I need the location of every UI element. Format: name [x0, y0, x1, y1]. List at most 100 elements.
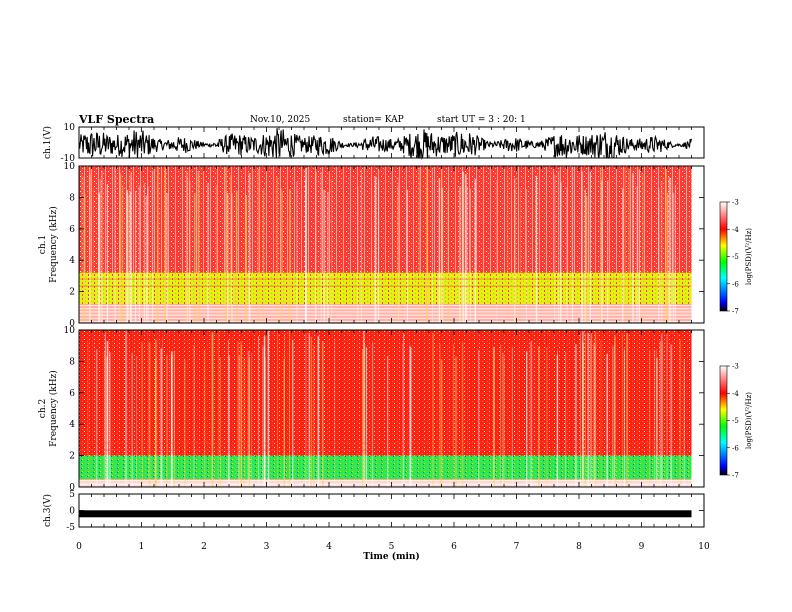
spectrogram-2-streak-83 [258, 336, 260, 487]
spectrogram-1-streak-103 [305, 168, 307, 323]
colorbar-label-1: log(PSD)(V²/Hz) [745, 228, 753, 285]
spectrogram-1-streak-83 [151, 170, 154, 323]
spectrogram-1-streak-102 [426, 166, 428, 323]
x-tick-label-6: 6 [451, 542, 457, 552]
ch1-waveform-trace [78, 128, 693, 160]
spectrogram-1-streak-111 [461, 182, 463, 323]
spectrogram-1-streak-62 [514, 189, 516, 323]
spectrogram-1-low-region [79, 304, 692, 323]
figure-title: VLF Spectra [79, 113, 155, 126]
x-tick-label-9: 9 [639, 542, 645, 552]
spectrogram-2-streak-116 [87, 340, 89, 487]
spectrogram-1-streak-94 [225, 167, 227, 323]
spectrogram-1-streak-88 [374, 176, 377, 323]
spectrogram-2-streak-85 [104, 332, 106, 487]
spectrogram-1-streak-80 [600, 168, 602, 323]
spectrogram-1-streak-57 [126, 190, 129, 323]
spectrogram-1-streak-78 [98, 193, 100, 323]
y-tick-label-2-4: 8 [69, 357, 75, 367]
spectrogram-1-streak-108 [121, 185, 124, 323]
spectrogram-1-streak-34 [215, 184, 217, 323]
y-axis-label-3-0: ch.3(V) [42, 494, 53, 527]
spectrogram-2-streak-33 [402, 343, 403, 487]
spectrogram-2-streak-47 [659, 340, 661, 487]
spectrogram-1-streak-119 [465, 173, 467, 323]
spectrogram-2-streak-48 [493, 347, 495, 487]
station-label: station= KAP [343, 115, 404, 125]
spectrogram-1-streak-18 [418, 168, 420, 323]
spectrogram-2-streak-13 [439, 343, 441, 487]
colorbar-tick-label-1-0: -3 [732, 199, 739, 207]
spectrogram-1-streak-47 [166, 193, 168, 323]
spectrogram-1-streak-42 [323, 189, 326, 323]
spectrogram-2-streak-32 [289, 330, 290, 487]
colorbar-tick-label-2-1: -4 [732, 390, 739, 398]
spectrogram-2-streak-89 [95, 349, 98, 487]
spectrogram-1-streak-79 [589, 171, 591, 323]
spectrogram-1-streak-71 [114, 167, 116, 323]
spectrogram-1-streak-117 [406, 190, 408, 323]
colorbar-2 [719, 365, 728, 476]
x-tick-label-1: 1 [139, 542, 145, 552]
spectrogram-2-streak-19 [614, 335, 616, 487]
spectrogram-1-streak-30 [398, 177, 399, 323]
spectrogram-2-streak-82 [184, 359, 186, 487]
spectrogram-1-streak-32 [129, 191, 132, 323]
spectrogram-2-streak-68 [575, 344, 577, 487]
spectrogram-2-streak-67 [166, 355, 168, 487]
spectrogram-1-streak-107 [145, 195, 147, 323]
spectrogram-2-streak-104 [363, 331, 365, 487]
x-tick-label-10: 10 [698, 542, 710, 552]
spectrogram-2-streak-86 [502, 352, 504, 487]
spectrogram-2-streak-23 [292, 339, 294, 487]
spectrogram-2-streak-1 [662, 341, 664, 487]
spectrogram-2-streak-65 [584, 333, 586, 487]
spectrogram-1-streak-41 [668, 177, 670, 323]
spectrogram-2-streak-0 [546, 346, 548, 487]
ch3-trace [79, 510, 692, 518]
y-tick-label-1-2: 4 [69, 256, 75, 266]
spectrogram-1-band [79, 272, 692, 305]
y-tick-label-1-1: 2 [69, 288, 75, 298]
x-axis-label: Time (min) [363, 551, 420, 562]
colorbar-tick-label-1-2: -5 [732, 253, 739, 261]
spectrogram-2-streak-39 [313, 345, 315, 487]
spectrogram-2-streak-16 [503, 356, 506, 487]
spectrogram-2-streak-8 [593, 342, 595, 487]
spectrogram-2-streak-5 [679, 339, 682, 487]
spectrogram-1-streak-98 [459, 186, 461, 323]
spectrogram-1-streak-49 [660, 182, 663, 323]
spectrogram-2-streak-88 [136, 355, 137, 487]
spectrogram-1-streak-92 [197, 171, 200, 323]
spectrogram-2-streak-66 [409, 346, 411, 487]
spectrogram-1-streak-116 [231, 193, 233, 323]
spectrogram-2-streak-93 [455, 356, 457, 487]
spectrogram-2-streak-106 [590, 340, 592, 487]
spectrogram-1-nodata [691, 166, 704, 323]
colorbar-label-2: log(PSD)(V²/Hz) [745, 392, 753, 449]
spectrogram-1-streak-95 [601, 180, 603, 323]
spectrogram-1-streak-84 [257, 169, 259, 323]
y-tick-label-1-0: 0 [69, 319, 75, 329]
y-axis-label-2-1: Frequency (kHz) [48, 370, 59, 447]
spectrogram-2-streak-108 [600, 339, 602, 487]
spectrogram-2-streak-75 [263, 346, 266, 487]
spectrogram-2-streak-38 [587, 333, 590, 487]
spectrogram-2-streak-77 [308, 333, 310, 487]
spectrogram-2-streak-59 [440, 359, 443, 487]
spectrogram-2-streak-90 [453, 344, 454, 487]
spectrogram-2-band [79, 455, 692, 480]
spectrogram-1-streak-19 [207, 183, 209, 323]
spectrogram-1-streak-69 [628, 167, 630, 323]
spectrogram-1-streak-104 [526, 188, 527, 323]
spectrogram-2-streak-114 [131, 352, 133, 487]
spectrogram-1-streak-58 [81, 173, 83, 323]
spectrogram-2-streak-76 [310, 336, 312, 487]
spectrogram-2-streak-112 [511, 347, 513, 487]
spectrogram-1-streak-25 [638, 169, 640, 323]
spectrogram-1-streak-39 [447, 190, 449, 323]
spectrogram-1-streak-24 [282, 191, 283, 323]
spectrogram-2-streak-73 [283, 359, 285, 487]
